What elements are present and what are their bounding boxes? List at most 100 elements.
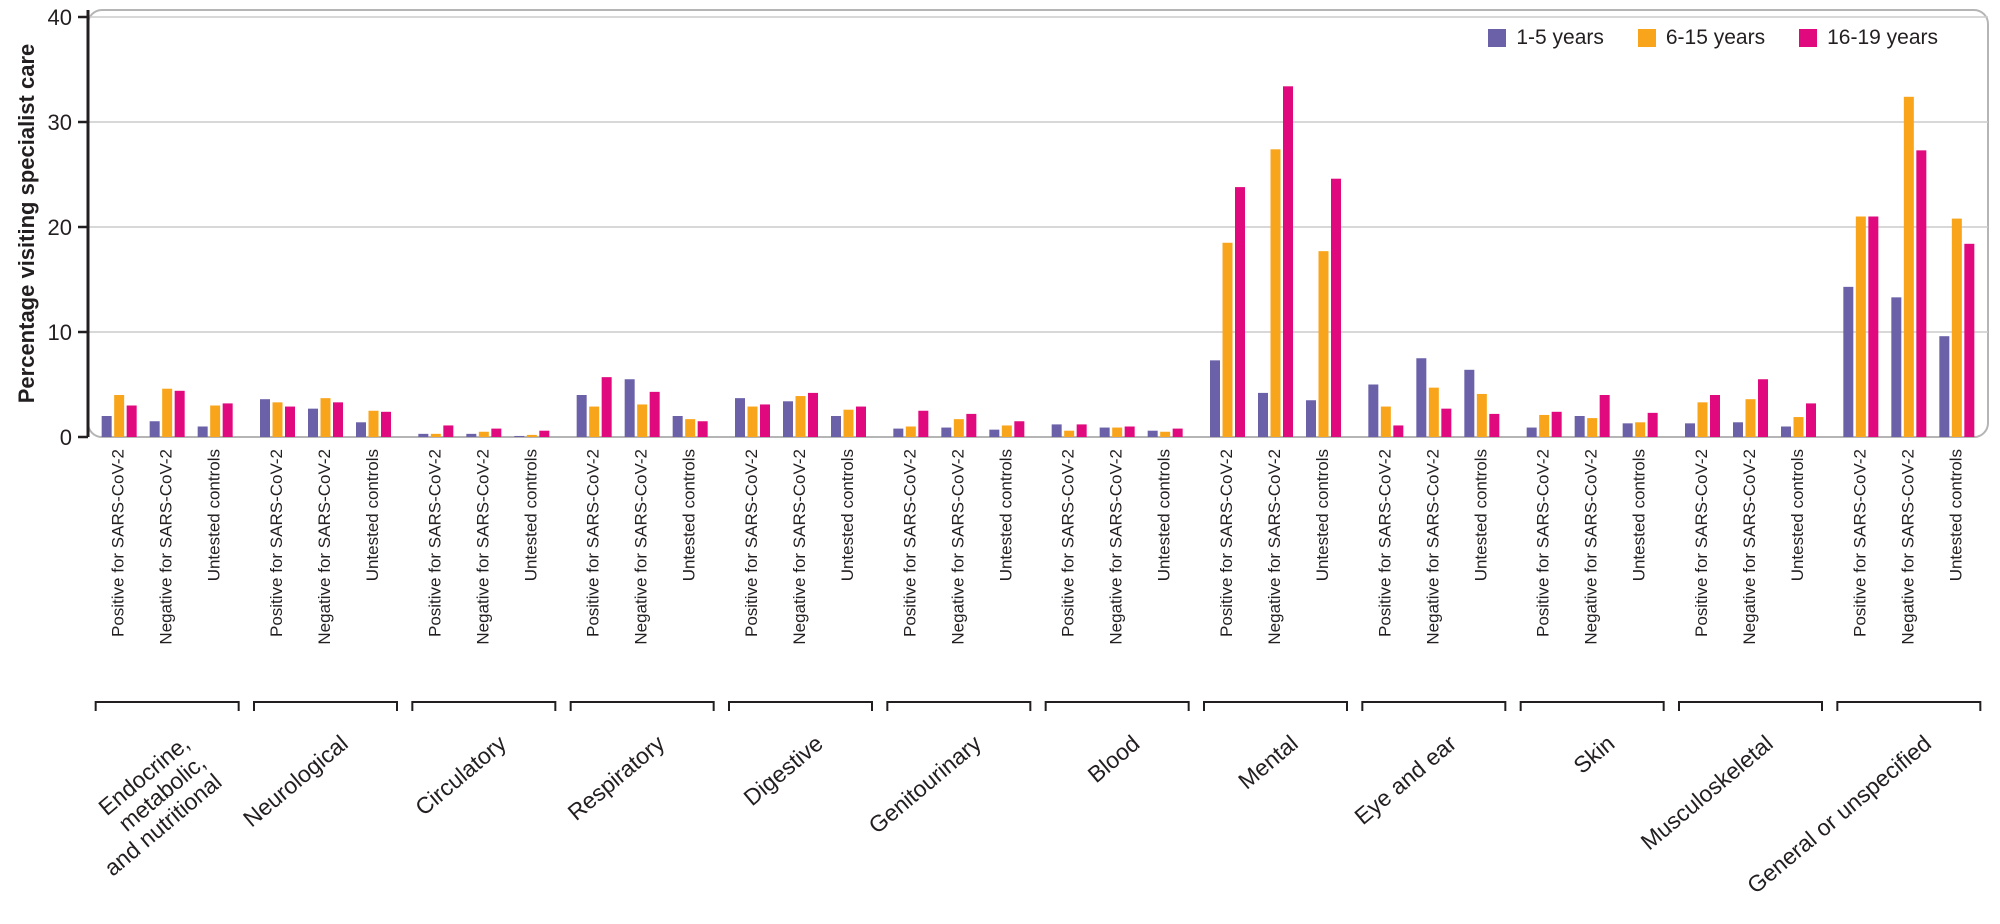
legend: 1-5 years 6-15 years 16-19 years: [1488, 26, 1938, 50]
bar: [637, 404, 648, 437]
category-label: Skin: [1568, 730, 1619, 779]
bar: [1916, 150, 1927, 437]
bar: [1745, 399, 1756, 437]
category-label-line: Mental: [1233, 730, 1303, 794]
bar: [1622, 423, 1633, 437]
bar: [918, 410, 929, 437]
subgroup-label: Positive for SARS-CoV-2: [1059, 449, 1078, 637]
subgroup-label: Untested controls: [1946, 449, 1965, 581]
bar: [1587, 418, 1598, 437]
subgroup-label: Negative for SARS-CoV-2: [1740, 449, 1759, 645]
category-bracket: [411, 701, 557, 711]
subgroup-label: Negative for SARS-CoV-2: [1107, 449, 1126, 645]
category-label: Circulatory: [410, 730, 511, 821]
category-bracket: [728, 701, 873, 711]
bar: [1758, 379, 1768, 437]
bar: [1124, 426, 1135, 437]
bar: [1441, 408, 1452, 437]
bar: [856, 406, 866, 437]
y-axis-title: Percentage visiting specialist care: [14, 43, 39, 404]
bar: [114, 395, 125, 437]
subgroup-label: Negative for SARS-CoV-2: [1582, 449, 1601, 645]
bar: [1076, 424, 1087, 437]
bar: [672, 416, 683, 437]
bar: [466, 433, 477, 437]
subgroup-label: Untested controls: [1788, 449, 1807, 581]
bar: [443, 425, 454, 437]
category-label-line: Blood: [1083, 730, 1145, 788]
bar: [101, 416, 112, 437]
subgroup-label: Untested controls: [1155, 449, 1174, 581]
category-label-line: Neurological: [238, 730, 353, 832]
bar: [1331, 178, 1341, 437]
subgroup-label: Positive for SARS-CoV-2: [1217, 449, 1236, 637]
bar: [1733, 422, 1743, 437]
subgroup-label: Untested controls: [1471, 449, 1490, 581]
bar: [624, 379, 635, 437]
bar: [1172, 428, 1183, 437]
bar: [685, 419, 696, 437]
category-bracket: [1361, 701, 1507, 711]
subgroup-label: Untested controls: [363, 449, 382, 581]
bar: [893, 428, 904, 437]
bar: [831, 416, 841, 437]
bar: [1891, 297, 1902, 437]
bar: [1270, 149, 1281, 438]
bar: [843, 409, 854, 437]
bar: [478, 431, 489, 437]
category-label-line: Eye and ear: [1349, 730, 1461, 830]
category-label-line: Musculoskeletal: [1636, 730, 1778, 855]
bar: [1428, 387, 1439, 437]
bar: [222, 403, 233, 437]
bar: [1843, 286, 1854, 437]
category-label-line: Circulatory: [410, 730, 511, 821]
bar: [1099, 427, 1110, 437]
category-label-line: Skin: [1568, 730, 1619, 779]
subgroup-label: Negative for SARS-CoV-2: [1265, 449, 1284, 645]
subgroup-label: Negative for SARS-CoV-2: [632, 449, 651, 645]
bar: [1147, 430, 1158, 437]
bar: [1781, 426, 1791, 437]
bar: [1710, 395, 1720, 437]
bar: [1951, 218, 1962, 437]
subgroup-label: Negative for SARS-CoV-2: [473, 449, 492, 645]
subgroup-label: Untested controls: [838, 449, 857, 581]
bar: [174, 390, 185, 437]
subgroup-label: Negative for SARS-CoV-2: [790, 449, 809, 645]
bar: [1476, 393, 1487, 437]
legend-item: 6-15 years: [1637, 26, 1765, 50]
legend-swatch: [1799, 29, 1818, 47]
bar: [1051, 424, 1062, 437]
bar: [735, 398, 745, 437]
bar: [526, 434, 537, 437]
bar: [285, 406, 295, 437]
category-label-line: Digestive: [739, 730, 828, 811]
category-bracket: [1044, 701, 1190, 711]
bar: [795, 396, 806, 437]
legend-item: 16-19 years: [1799, 26, 1938, 50]
bar: [760, 404, 770, 437]
bar: [308, 408, 318, 437]
bar: [381, 411, 391, 437]
category-bracket: [569, 701, 715, 711]
category-label: Musculoskeletal: [1636, 730, 1778, 855]
subgroup-label: Positive for SARS-CoV-2: [425, 449, 444, 637]
bar: [514, 435, 525, 437]
bar: [149, 421, 160, 437]
y-tick-label: 30: [48, 110, 72, 135]
subgroup-label: Untested controls: [996, 449, 1015, 581]
bar: [966, 413, 977, 437]
bar: [1539, 414, 1550, 437]
subgroup-label: Negative for SARS-CoV-2: [315, 449, 334, 645]
bar: [1416, 358, 1427, 437]
y-tick-label: 0: [60, 425, 72, 450]
bar: [808, 392, 818, 437]
bar: [1283, 86, 1293, 438]
subgroup-label: Positive for SARS-CoV-2: [742, 449, 761, 637]
bar: [430, 433, 441, 437]
subgroup-label: Untested controls: [205, 449, 224, 581]
bar: [1001, 425, 1012, 437]
subgroup-label: Positive for SARS-CoV-2: [900, 449, 919, 637]
subgroup-label: Positive for SARS-CoV-2: [267, 449, 286, 637]
